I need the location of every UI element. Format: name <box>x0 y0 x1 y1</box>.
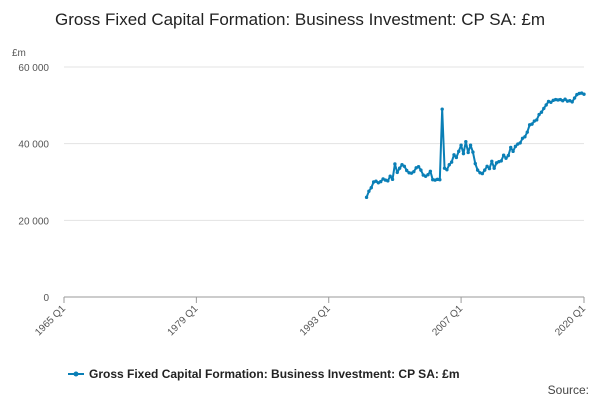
chart-title: Gross Fixed Capital Formation: Business … <box>54 10 546 29</box>
data-point <box>582 92 586 96</box>
data-point <box>449 160 454 164</box>
legend-label: Gross Fixed Capital Formation: Business … <box>89 367 460 381</box>
data-point <box>393 162 397 166</box>
data-point <box>405 168 409 173</box>
data-point <box>395 170 399 175</box>
data-point <box>483 168 487 172</box>
data-point <box>509 145 513 150</box>
data-point <box>501 153 506 157</box>
data-point <box>473 161 477 166</box>
data-point <box>523 135 527 139</box>
data-point <box>539 110 544 114</box>
data-point <box>525 130 529 134</box>
data-point <box>487 166 492 171</box>
y-tick-label: 60 000 <box>18 63 49 74</box>
data-point <box>416 164 421 169</box>
y-tick-label: 40 000 <box>18 140 49 151</box>
data-point <box>379 179 383 184</box>
data-point <box>492 166 496 170</box>
series-line <box>365 92 585 198</box>
y-tick-label: 20 000 <box>18 216 49 227</box>
data-point <box>386 179 390 183</box>
data-point <box>544 103 548 107</box>
data-point <box>480 171 485 176</box>
data-point <box>475 168 480 172</box>
series-group <box>364 91 586 200</box>
y-tick-label: 0 <box>43 293 49 304</box>
gridlines <box>64 66 584 298</box>
data-point <box>412 169 416 174</box>
data-point <box>388 174 392 178</box>
data-point <box>513 144 518 149</box>
data-point <box>428 169 433 173</box>
data-point <box>367 189 371 193</box>
data-point <box>440 107 444 111</box>
x-tick-label: 1965 Q1 <box>33 303 68 338</box>
data-point <box>471 150 475 154</box>
data-point <box>457 149 461 154</box>
data-point <box>461 151 466 156</box>
x-tick-label: 1979 Q1 <box>166 303 201 338</box>
y-axis-ticks: 0 20 000 40 000 60 000 <box>18 63 49 304</box>
data-point <box>511 149 515 154</box>
data-point <box>563 97 567 101</box>
data-point <box>530 122 534 126</box>
data-point <box>402 164 407 168</box>
y-axis-unit-label: £m <box>12 48 26 59</box>
data-point <box>464 140 468 144</box>
data-point <box>570 100 574 104</box>
data-point <box>390 177 395 182</box>
data-point <box>572 96 577 100</box>
data-point <box>426 173 430 177</box>
data-point <box>499 159 503 163</box>
data-point <box>535 118 539 122</box>
x-axis: 1965 Q1 1979 Q1 1993 Q1 2007 Q1 2020 Q1 <box>33 296 588 338</box>
source-label: Source: <box>548 383 589 397</box>
data-point <box>445 168 449 172</box>
data-point <box>518 141 522 145</box>
legend-swatch-marker <box>73 371 79 377</box>
x-tick-label: 2020 Q1 <box>553 303 588 338</box>
data-point <box>459 143 463 147</box>
data-point <box>542 106 546 111</box>
data-point <box>549 100 553 104</box>
x-tick-label: 1993 Q1 <box>298 303 333 338</box>
data-point <box>504 156 508 160</box>
data-point <box>447 163 451 167</box>
data-point <box>364 195 369 200</box>
legend: Gross Fixed Capital Formation: Business … <box>68 367 460 381</box>
data-point <box>537 112 541 117</box>
data-point <box>397 166 402 170</box>
data-point <box>466 150 470 155</box>
x-tick-label: 2007 Q1 <box>430 303 465 338</box>
data-point <box>490 159 494 163</box>
data-point <box>485 164 489 168</box>
data-point <box>468 143 473 147</box>
data-point <box>454 155 459 160</box>
data-point <box>506 153 511 158</box>
data-point <box>419 168 423 172</box>
data-point <box>452 153 456 157</box>
data-point <box>438 178 442 182</box>
data-point <box>369 186 373 190</box>
